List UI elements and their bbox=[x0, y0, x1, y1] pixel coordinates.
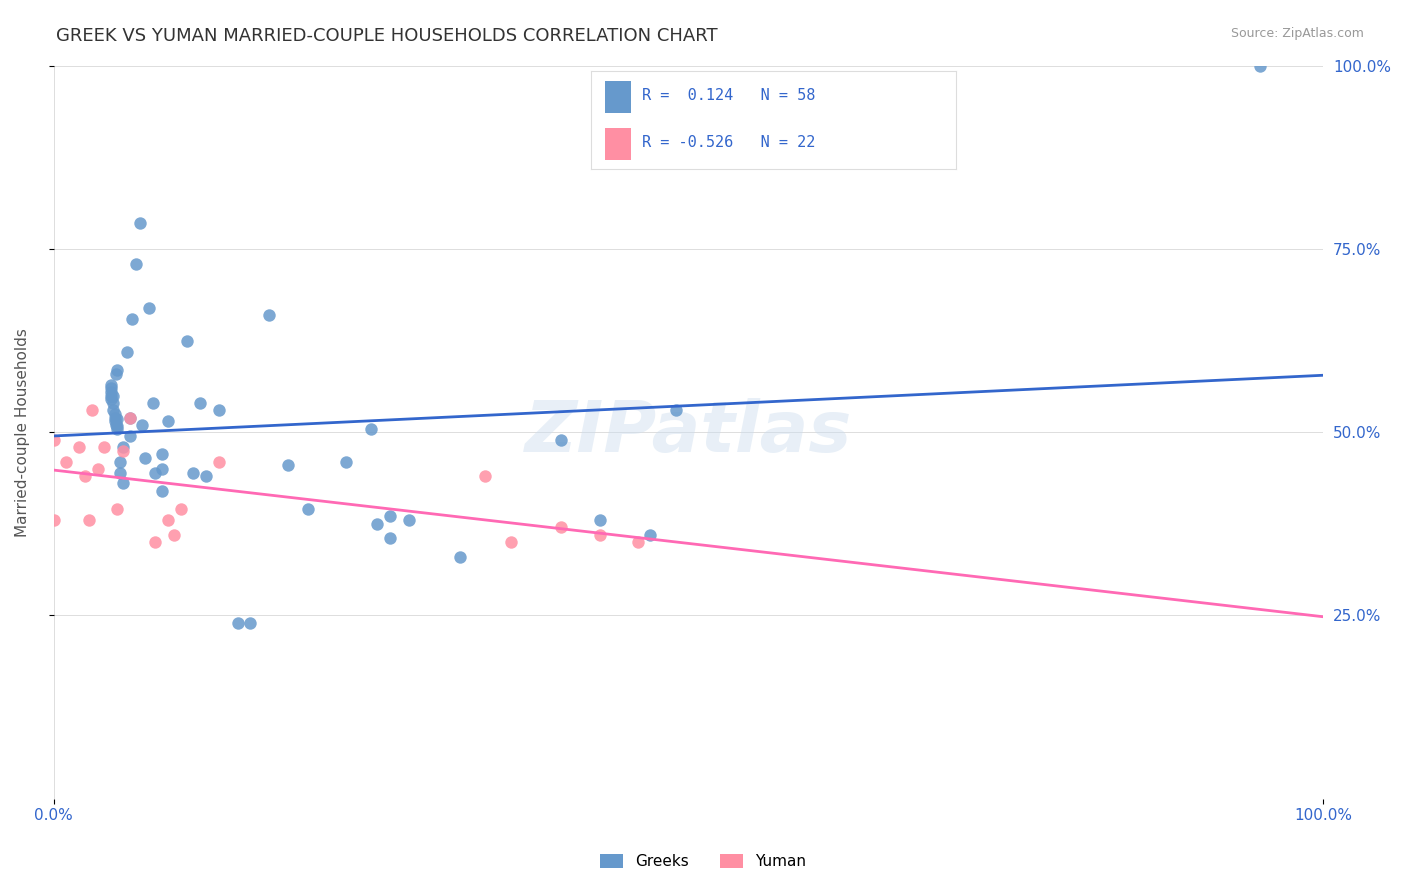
Point bbox=[449, 549, 471, 564]
Point bbox=[143, 466, 166, 480]
Point bbox=[125, 256, 148, 270]
Point bbox=[67, 440, 90, 454]
Y-axis label: Married-couple Households: Married-couple Households bbox=[15, 327, 30, 537]
Point bbox=[163, 528, 186, 542]
Point bbox=[118, 410, 141, 425]
Point bbox=[112, 443, 135, 458]
Point bbox=[55, 454, 77, 468]
Point bbox=[627, 535, 650, 549]
Point bbox=[378, 532, 401, 546]
Point bbox=[104, 367, 127, 381]
Point bbox=[103, 407, 125, 421]
Point bbox=[105, 363, 128, 377]
Point bbox=[150, 462, 173, 476]
Point bbox=[150, 483, 173, 498]
Point bbox=[277, 458, 299, 472]
Point bbox=[121, 311, 143, 326]
Point bbox=[75, 469, 97, 483]
Point bbox=[80, 403, 103, 417]
Text: GREEK VS YUMAN MARRIED-COUPLE HOUSEHOLDS CORRELATION CHART: GREEK VS YUMAN MARRIED-COUPLE HOUSEHOLDS… bbox=[56, 27, 718, 45]
Text: R = -0.526   N = 22: R = -0.526 N = 22 bbox=[641, 136, 815, 151]
Point bbox=[588, 513, 610, 527]
Point bbox=[474, 469, 496, 483]
Point bbox=[118, 410, 141, 425]
Point bbox=[360, 421, 382, 435]
Point bbox=[156, 513, 179, 527]
Point bbox=[366, 516, 388, 531]
Point bbox=[335, 454, 357, 468]
Point bbox=[550, 433, 572, 447]
Point bbox=[105, 419, 128, 434]
Point bbox=[108, 466, 131, 480]
Point bbox=[100, 377, 122, 392]
Point bbox=[42, 513, 65, 527]
Point bbox=[499, 535, 522, 549]
Point bbox=[239, 615, 262, 630]
Point bbox=[100, 388, 122, 402]
Legend: Greeks, Yuman: Greeks, Yuman bbox=[595, 848, 811, 875]
Point bbox=[194, 469, 217, 483]
Point bbox=[208, 454, 231, 468]
Text: R =  0.124   N = 58: R = 0.124 N = 58 bbox=[641, 88, 815, 103]
Point bbox=[112, 476, 135, 491]
Point bbox=[131, 417, 153, 432]
Point bbox=[398, 513, 420, 527]
Point bbox=[93, 440, 115, 454]
Point bbox=[143, 535, 166, 549]
Point bbox=[87, 462, 110, 476]
Point bbox=[188, 396, 211, 410]
Point bbox=[169, 502, 191, 516]
Point bbox=[550, 520, 572, 534]
Point bbox=[118, 429, 141, 443]
Point bbox=[129, 216, 152, 230]
Text: ZIPatlas: ZIPatlas bbox=[524, 398, 852, 467]
Point bbox=[259, 308, 281, 322]
Point bbox=[103, 414, 125, 428]
Point bbox=[105, 421, 128, 435]
FancyBboxPatch shape bbox=[605, 81, 631, 112]
Point bbox=[112, 440, 135, 454]
Point bbox=[138, 301, 160, 315]
Point bbox=[378, 509, 401, 524]
Point bbox=[181, 466, 204, 480]
Text: Source: ZipAtlas.com: Source: ZipAtlas.com bbox=[1230, 27, 1364, 40]
Point bbox=[665, 403, 688, 417]
Point bbox=[134, 450, 156, 465]
Point bbox=[77, 513, 100, 527]
Point bbox=[176, 334, 198, 348]
Point bbox=[100, 392, 122, 407]
Point bbox=[103, 410, 125, 425]
Point bbox=[226, 615, 249, 630]
Point bbox=[105, 502, 128, 516]
Point bbox=[42, 433, 65, 447]
Point bbox=[156, 414, 179, 428]
Point bbox=[100, 381, 122, 395]
Point bbox=[1249, 59, 1271, 73]
Point bbox=[150, 447, 173, 461]
Point bbox=[103, 403, 125, 417]
Point bbox=[103, 388, 125, 402]
Point bbox=[108, 454, 131, 468]
Point bbox=[105, 412, 128, 426]
Point bbox=[142, 396, 165, 410]
Point bbox=[100, 384, 122, 399]
Point bbox=[588, 528, 610, 542]
Point bbox=[640, 528, 662, 542]
Point bbox=[208, 403, 231, 417]
FancyBboxPatch shape bbox=[605, 128, 631, 160]
Point bbox=[117, 344, 139, 359]
Point bbox=[103, 396, 125, 410]
Point bbox=[104, 417, 127, 432]
Point bbox=[297, 502, 319, 516]
